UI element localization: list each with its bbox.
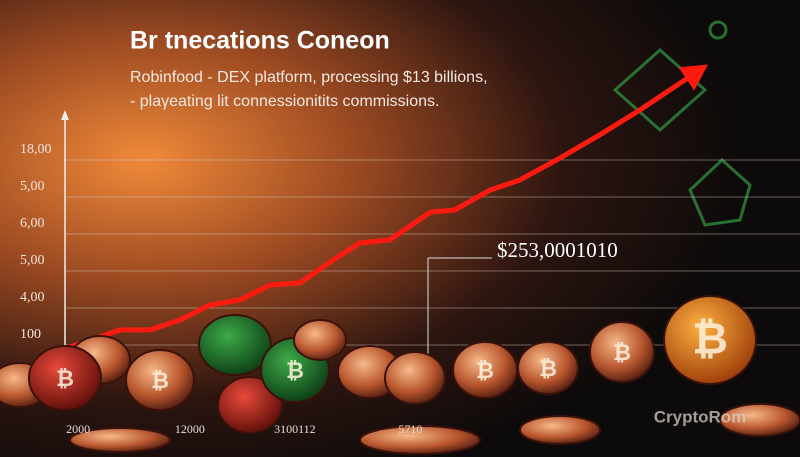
coins [0, 295, 800, 455]
x-tick-label: 2000 [66, 422, 90, 436]
y-tick-label: 100 [20, 327, 41, 342]
coin-symbols: ₿ ₿ ₿ ₿ ₿ ₿ ₿ [56, 315, 728, 393]
annotation: $253,0001010 [497, 238, 618, 262]
y-tick-label: 5,00 [20, 253, 45, 268]
chart-title: Br tnecations Coneon [130, 27, 390, 55]
subtitle: Robinfood - DEX platform, processing $13… [130, 69, 488, 86]
data-line [59, 68, 702, 353]
line-layer [59, 64, 709, 353]
watermark: CryptoRom [654, 407, 747, 426]
x-tick-labels: 2000 12000 3100112 5710 [66, 422, 422, 436]
x-tick-label: 3100112 [274, 422, 316, 436]
y-tick-label: 18,00 [20, 142, 52, 157]
y-tick-label: 6,00 [20, 216, 45, 231]
subtitle: - plaγeating lit connessionitits commiss… [130, 93, 439, 110]
svg-text:₿: ₿ [692, 315, 728, 364]
y-tick-label: 5,00 [20, 179, 45, 194]
svg-text:₿: ₿ [476, 358, 494, 383]
svg-text:₿: ₿ [56, 366, 74, 391]
svg-text:₿: ₿ [613, 340, 631, 365]
arrow-head [678, 64, 709, 91]
x-tick-label: 12000 [175, 422, 205, 436]
x-tick-label: 5710 [398, 422, 422, 436]
y-tick-label: 4,00 [20, 290, 45, 305]
svg-text:₿: ₿ [151, 368, 169, 393]
svg-text:₿: ₿ [539, 356, 557, 381]
y-axis-arrow [61, 110, 69, 120]
svg-text:₿: ₿ [286, 358, 304, 383]
